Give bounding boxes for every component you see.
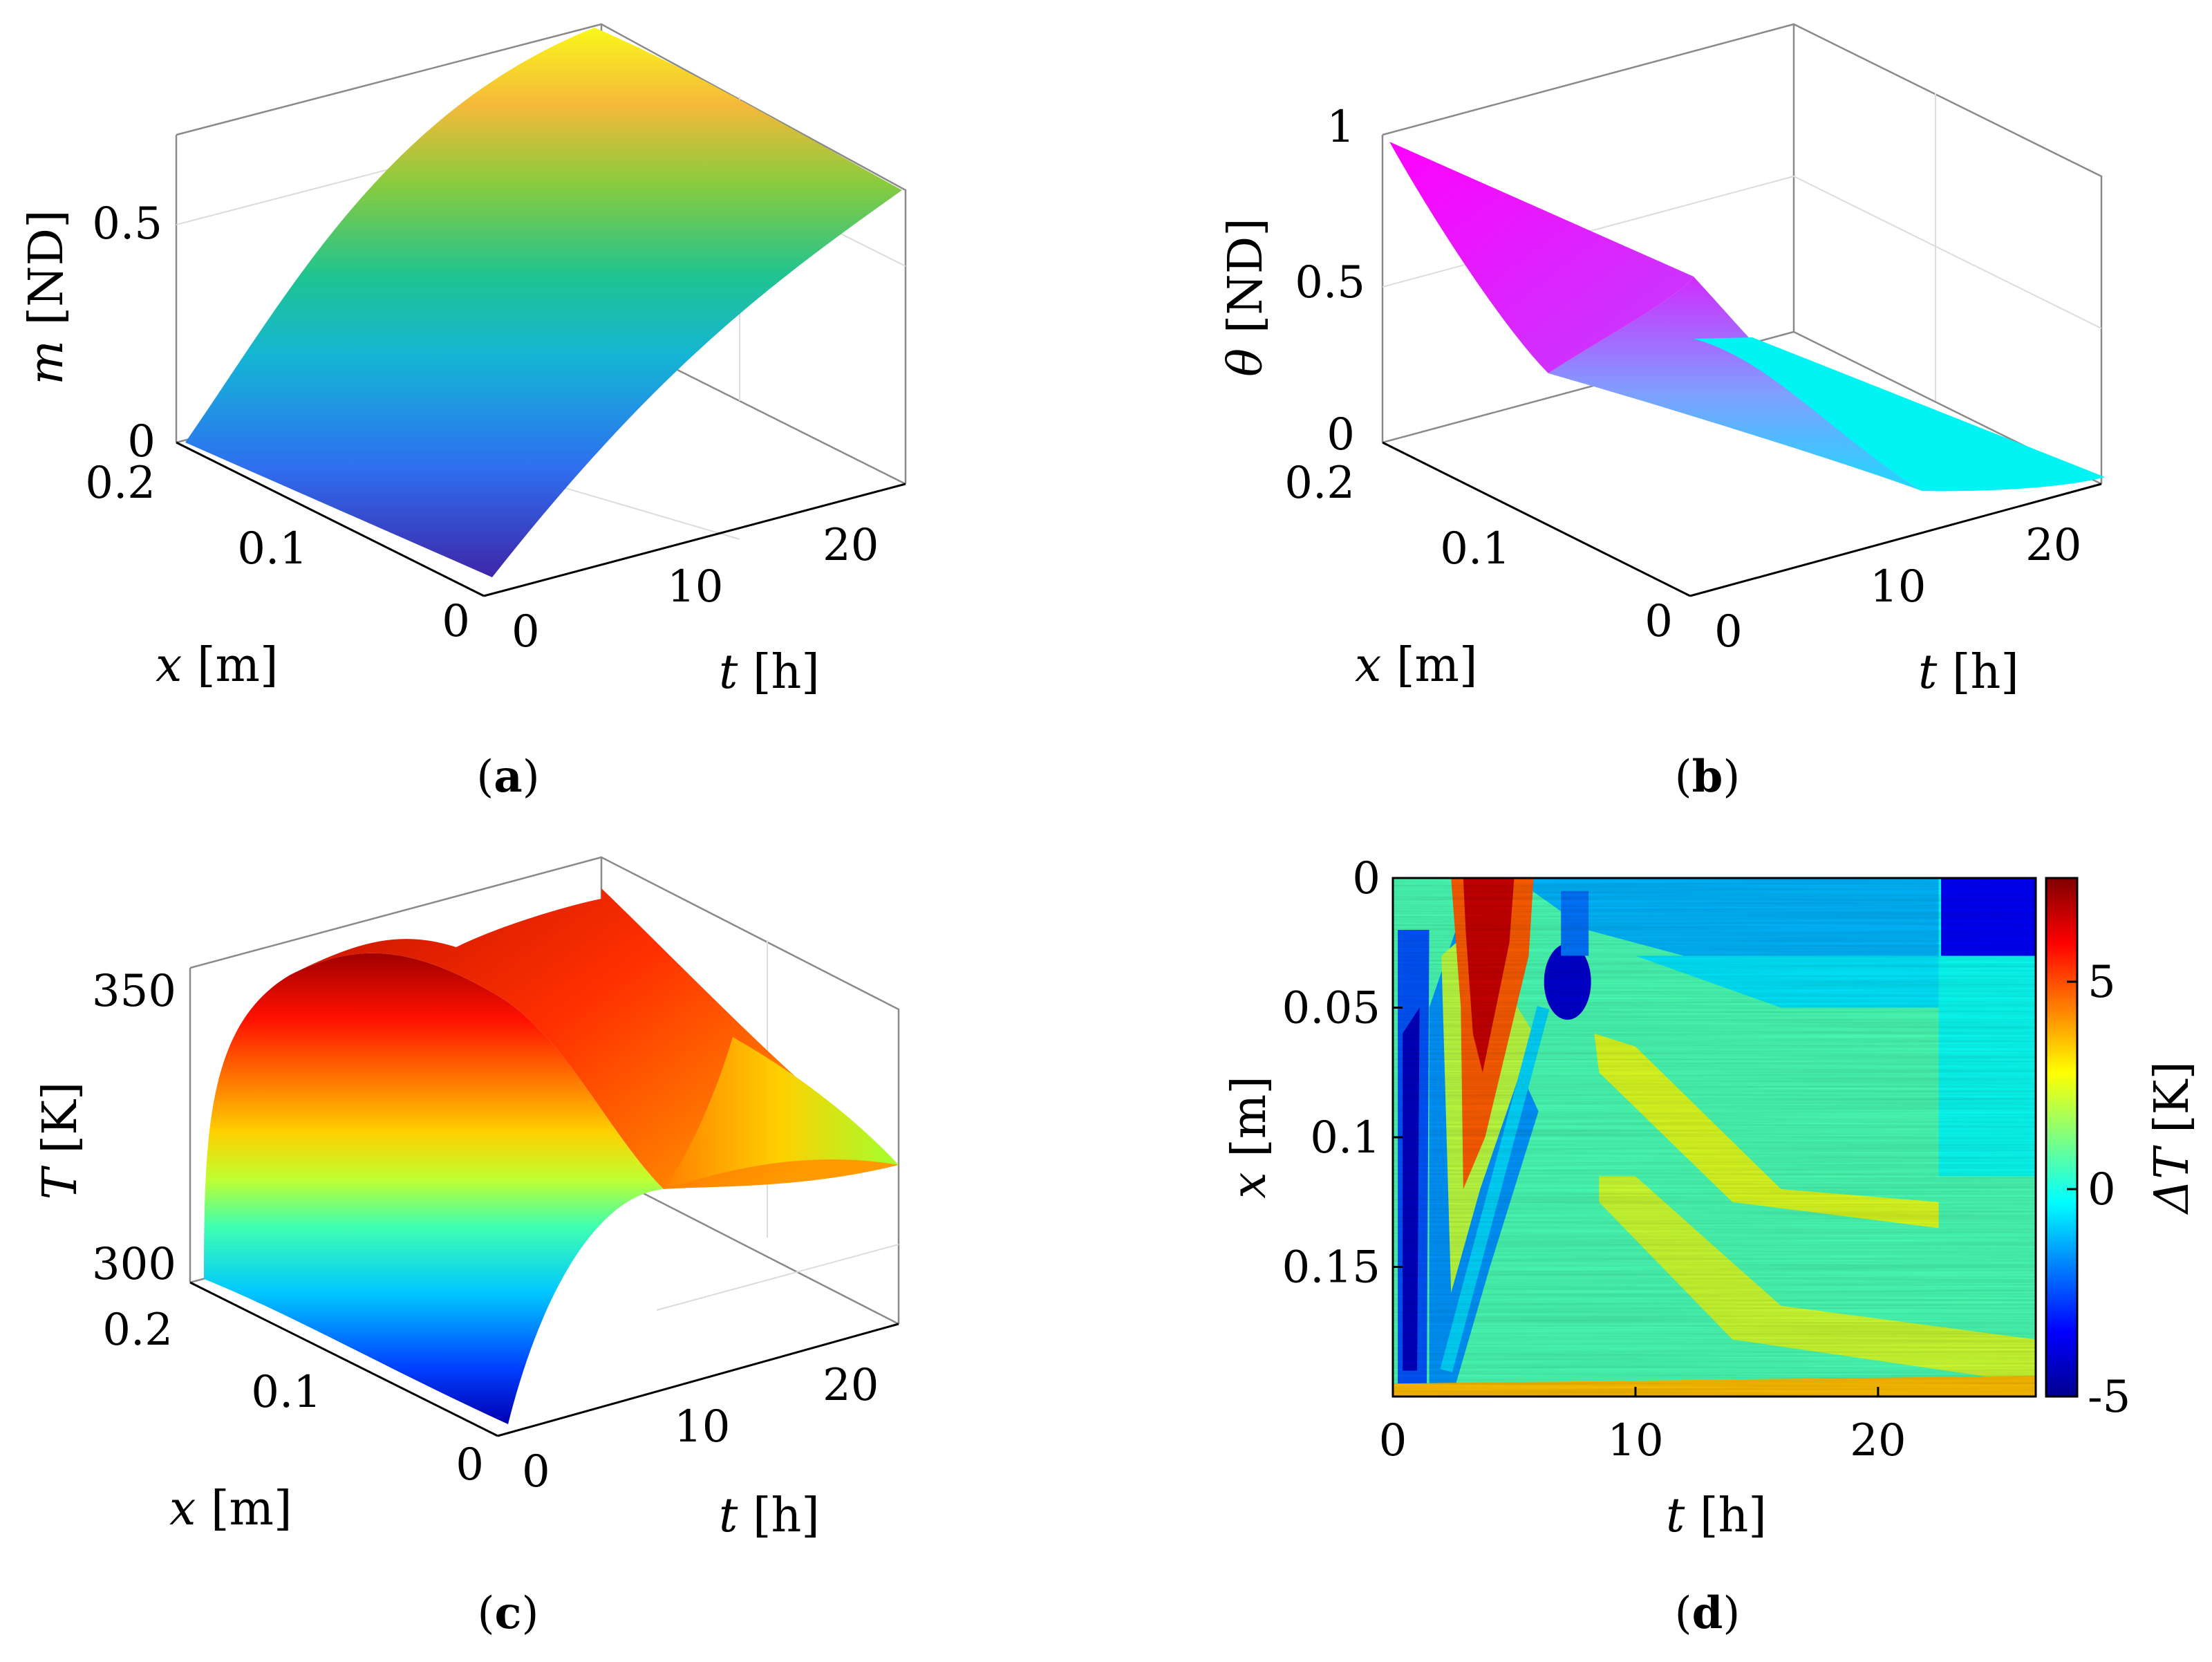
panel-d-x-label: t [h] — [1666, 1488, 1767, 1543]
panel-a-x-tick-2: 0.2 — [85, 458, 156, 509]
panel-b-x-tick-0: 0 — [1644, 596, 1673, 647]
panel-c-z-tick-0: 300 — [92, 1239, 176, 1290]
panel-b-z-tick-1: 0.5 — [1295, 257, 1365, 308]
panel-c-axes — [189, 1281, 899, 1437]
panel-d-x-ticks: 0 10 20 — [1379, 1387, 1906, 1466]
panel-d-colorbar-tick-2: -5 — [2088, 1372, 2130, 1423]
panel-c-x-label: x [m] — [169, 1482, 292, 1536]
panel-d-y-tick-3: 0.15 — [1282, 1242, 1381, 1294]
panel-a-axes — [176, 441, 906, 597]
panel-a-caption: (a) — [476, 751, 539, 803]
panel-c-front-face — [204, 953, 664, 1424]
panel-b-surface-plot: 0 10 20 0 0.1 0.2 0 0.5 1 t [h] x [m] θ … — [1219, 23, 2105, 803]
panel-b-top-face — [1389, 142, 1694, 373]
panel-c-x-tick-0: 0 — [456, 1439, 484, 1491]
panel-a-z-tick-0: 0 — [127, 416, 156, 467]
panel-b-caption: (b) — [1675, 751, 1741, 803]
panel-b-t-tick-1: 10 — [1870, 561, 1926, 613]
panel-d-x-tick-1: 10 — [1607, 1415, 1663, 1466]
panel-b-x-tick-2: 0.2 — [1284, 458, 1355, 509]
panel-d-noise-overlay — [1393, 878, 2036, 1397]
panel-b-t-tick-2: 20 — [2025, 520, 2081, 571]
panel-c-x-tick-1: 0.1 — [251, 1367, 321, 1418]
panel-b-x-label: x [m] — [1355, 638, 1478, 693]
panel-a-t-tick-0: 0 — [512, 606, 540, 657]
panel-b-z-tick-0: 0 — [1327, 409, 1355, 460]
panel-a-x-ticks: 0 0.1 0.2 — [85, 458, 470, 647]
panel-b-box — [1381, 23, 2103, 485]
panel-c-t-label: t [h] — [719, 1488, 820, 1543]
panel-c-z-ticks: 300 350 — [92, 966, 176, 1290]
panel-a-x-tick-1: 0.1 — [237, 523, 308, 575]
panel-b-x-ticks: 0 0.1 0.2 — [1284, 458, 1673, 647]
panel-b-floor-face — [1694, 337, 2105, 492]
panel-a-t-ticks: 0 10 20 — [512, 520, 879, 657]
panel-d-x-tick-2: 20 — [1850, 1415, 1906, 1466]
panel-c-t-tick-2: 20 — [823, 1360, 879, 1411]
panel-b-z-ticks: 0 0.5 1 — [1295, 102, 1365, 460]
panel-a-x-label: x [m] — [156, 638, 279, 693]
panel-d-x-tick-0: 0 — [1379, 1415, 1407, 1466]
panel-d-colorbar — [2045, 877, 2079, 1398]
panel-a-z-ticks: 0 0.5 — [92, 198, 162, 467]
panel-d-colorbar-ticks: 5 0 -5 — [2067, 957, 2130, 1423]
panel-b-x-tick-1: 0.1 — [1440, 523, 1510, 575]
panel-c-t-tick-0: 0 — [522, 1446, 550, 1497]
panel-c-end-face — [664, 1037, 899, 1189]
panel-d-y-tick-1: 0.05 — [1282, 983, 1381, 1034]
panel-d-heatmap: 0 10 20 0 0.05 0.1 0.15 5 0 -5 t [h] x [m] ΔT [… — [1222, 853, 2200, 1639]
panel-c-caption: (c) — [478, 1587, 539, 1639]
panel-a-t-tick-1: 10 — [667, 561, 723, 613]
panel-a-surface — [185, 28, 902, 577]
panel-b-t-tick-0: 0 — [1714, 606, 1743, 657]
panel-b-z-label: θ [ND] — [1219, 218, 1273, 377]
panel-b-z-tick-2: 1 — [1327, 102, 1355, 153]
panel-a-z-tick-1: 0.5 — [92, 198, 162, 250]
panel-b-t-ticks: 0 10 20 — [1714, 520, 2081, 657]
panel-c-surface-plot: 0 10 20 0 0.1 0.2 300 350 t [h] x [m] T … — [33, 856, 900, 1639]
panel-a-x-tick-0: 0 — [442, 596, 470, 647]
panel-d-y-tick-0: 0 — [1352, 853, 1380, 904]
panel-a-t-label: t [h] — [719, 645, 820, 700]
panel-d-caption: (d) — [1675, 1587, 1741, 1639]
panel-a-z-label: m [ND] — [19, 209, 74, 384]
panel-b-t-label: t [h] — [1918, 645, 2019, 700]
panel-d-colorbar-label: ΔT [K] — [2145, 1061, 2200, 1215]
panel-c-t-tick-1: 10 — [674, 1401, 730, 1453]
panel-d-y-tick-2: 0.1 — [1310, 1112, 1380, 1164]
panel-a-surface-plot: 0 10 20 0 0.1 0.2 0 0.5 t [h] x [m] m [N… — [19, 23, 907, 803]
panel-d-colorbar-tick-1: 0 — [2088, 1164, 2116, 1215]
panel-c-z-tick-1: 350 — [92, 966, 176, 1017]
panel-d-y-ticks: 0 0.05 0.1 0.15 — [1282, 853, 1403, 1294]
panel-c-t-ticks: 0 10 20 — [522, 1360, 879, 1497]
panel-c-x-ticks: 0 0.1 0.2 — [102, 1305, 484, 1491]
panel-d-colorbar-tick-0: 5 — [2088, 957, 2116, 1008]
panel-c-z-label: T [K] — [33, 1082, 88, 1200]
panel-b-slope-face — [1548, 277, 1922, 491]
panel-c-x-tick-2: 0.2 — [102, 1305, 173, 1356]
panel-a-t-tick-2: 20 — [823, 520, 879, 571]
panel-d-y-label: x [m] — [1222, 1076, 1277, 1199]
panel-b-axes — [1382, 441, 2102, 597]
